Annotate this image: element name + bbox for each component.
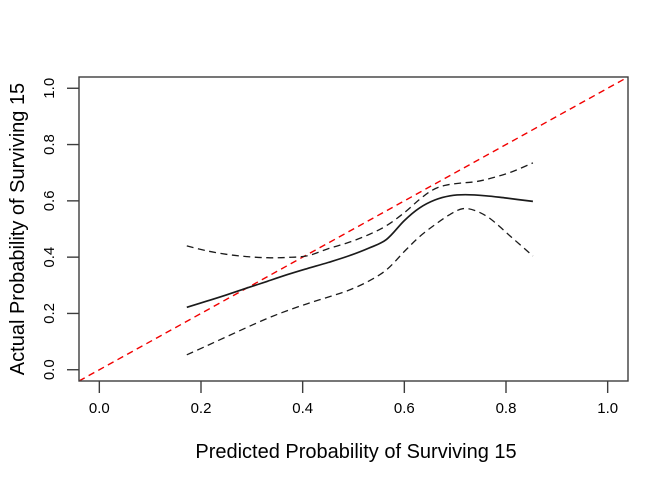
y-tick-label: 0.0 (41, 359, 58, 380)
x-axis: 0.0 0.2 0.4 0.6 0.8 1.0 (89, 381, 618, 417)
y-tick-label: 0.2 (41, 303, 58, 324)
x-tick-label: 1.0 (597, 400, 618, 417)
series-layer (78, 76, 629, 382)
x-tick-label: 0.6 (394, 400, 415, 417)
upper-confidence-band (186, 162, 534, 259)
y-axis: 0.0 0.2 0.4 0.6 0.8 1.0 (41, 78, 79, 380)
y-tick-label: 1.0 (41, 78, 58, 99)
x-axis-title: Predicted Probability of Surviving 15 (195, 441, 516, 463)
y-tick-label: 0.8 (41, 134, 58, 155)
x-tick-label: 0.2 (191, 400, 212, 417)
x-tick-label: 0.4 (292, 400, 313, 417)
calibration-curve (186, 193, 533, 309)
lower-confidence-band (186, 207, 534, 356)
y-tick-label: 0.6 (41, 190, 58, 211)
x-tick-label: 0.8 (496, 400, 517, 417)
x-tick-label: 0.0 (89, 400, 110, 417)
y-tick-label: 0.4 (41, 247, 58, 268)
ideal-reference-line (78, 76, 629, 382)
y-axis-title: Actual Probability of Surviving 15 (7, 83, 29, 375)
plot-border (78, 76, 629, 382)
